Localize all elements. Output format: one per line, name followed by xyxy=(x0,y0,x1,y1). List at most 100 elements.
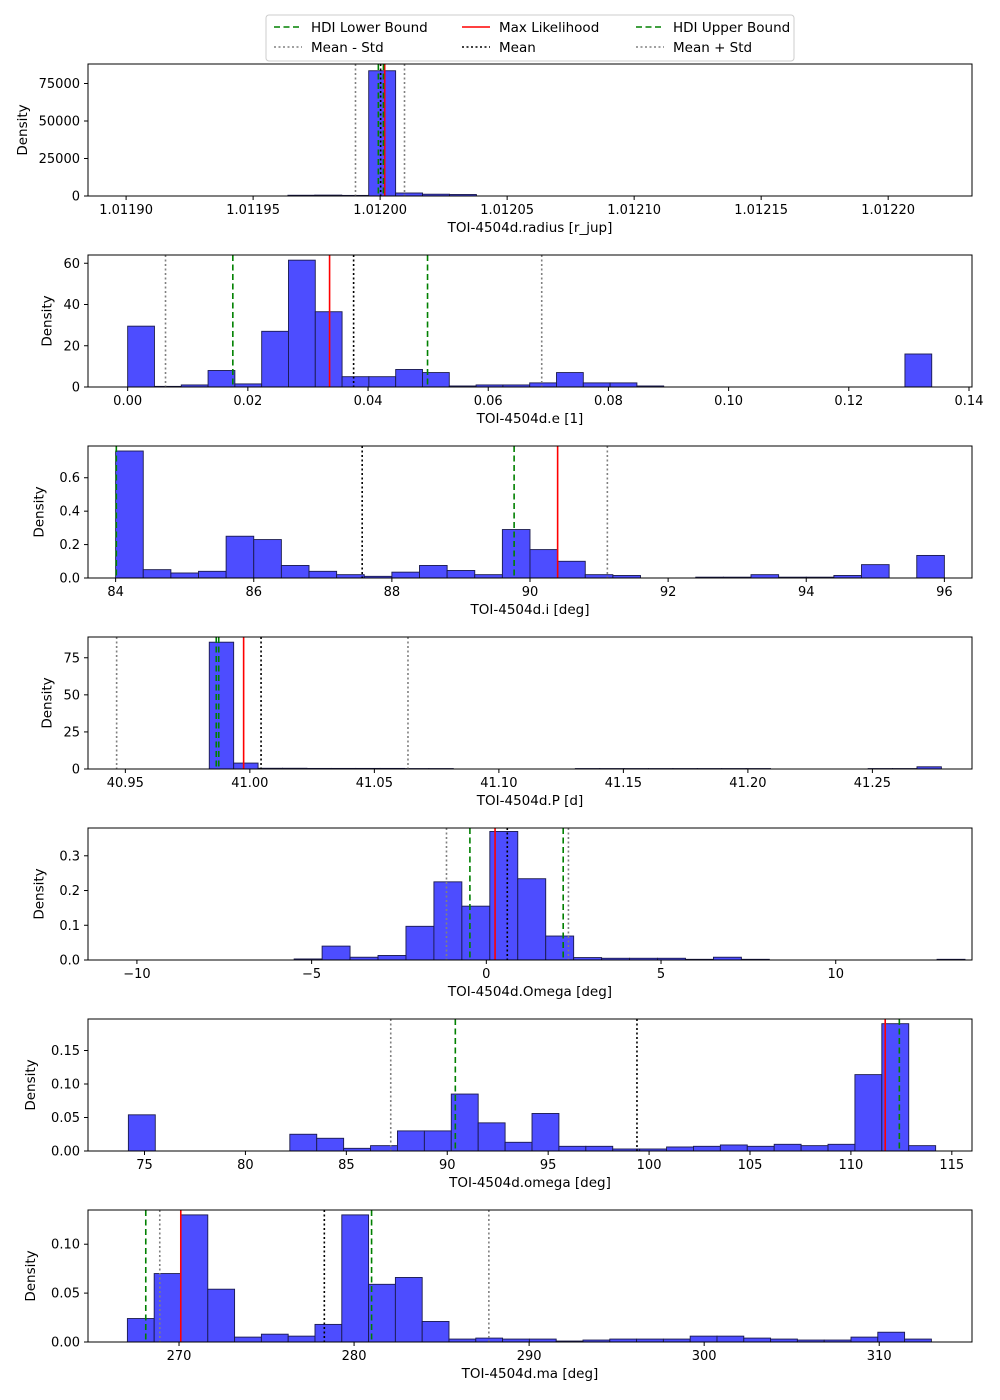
histogram-bar xyxy=(394,1277,423,1343)
legend-frame xyxy=(265,14,795,62)
x-tick-label: 84 xyxy=(107,585,124,600)
x-tick-label: 0.02 xyxy=(233,394,262,409)
histogram-bar xyxy=(773,1143,802,1152)
x-tick-label: 41.10 xyxy=(480,776,517,791)
x-tick-label: 110 xyxy=(838,1158,863,1173)
histogram-bar xyxy=(397,1130,425,1152)
legend: HDI Lower Bound Mean - Std Max Likelihood M… xyxy=(265,14,795,62)
histogram-panel-6: 75 80 85 90 95 100 105 110 115 0.00 0.05 0.10 0.15 TO… xyxy=(23,1018,973,1191)
x-tick-label: 10 xyxy=(827,967,844,982)
y-axis-label: Density xyxy=(15,104,31,155)
y-tick-label: 0.3 xyxy=(59,849,80,864)
x-tick-label: 96 xyxy=(936,585,953,600)
x-tick-label: 0.08 xyxy=(594,394,623,409)
histogram-bar xyxy=(288,259,316,388)
legend-label-3: Mean xyxy=(499,40,536,56)
histogram-bar xyxy=(233,762,259,770)
histogram-bar xyxy=(609,382,638,388)
axes-frame xyxy=(87,1209,973,1343)
x-tick-label: 1.01220 xyxy=(861,203,915,218)
histogram-bar xyxy=(693,1145,721,1152)
y-tick-label: 25000 xyxy=(39,152,80,167)
x-axis-label: TOI-4504d.Omega [deg] xyxy=(447,984,612,1000)
histogram-bar xyxy=(854,1074,883,1152)
histogram-bar xyxy=(433,881,463,961)
histogram-bar xyxy=(501,529,531,579)
histogram-bar xyxy=(908,1145,937,1152)
histogram-bar xyxy=(423,1130,452,1152)
x-tick-label: 88 xyxy=(384,585,401,600)
histogram-bar xyxy=(743,1337,772,1343)
x-tick-label: −5 xyxy=(302,967,321,982)
histogram-panels: 1.01190 1.01195 1.01200 1.01205 1.01210 1.012… xyxy=(15,63,984,1382)
histogram-bar xyxy=(529,549,559,579)
histogram-bar xyxy=(405,925,435,961)
histogram-bar xyxy=(316,1137,345,1152)
x-axis-label: TOI-4504d.ma [deg] xyxy=(461,1366,599,1382)
histogram-bar xyxy=(225,535,255,579)
x-tick-label: 94 xyxy=(798,585,815,600)
y-axis-label: Density xyxy=(31,868,47,919)
histogram-bar xyxy=(234,1336,262,1343)
histogram-bar xyxy=(421,1321,450,1343)
histogram-bar xyxy=(314,1323,343,1343)
y-tick-label: 0.10 xyxy=(51,1238,80,1253)
histogram-bar xyxy=(877,1331,906,1343)
histogram-bar xyxy=(253,539,282,579)
y-axis-label: Density xyxy=(23,1250,39,1301)
x-tick-label: 80 xyxy=(237,1158,254,1173)
histogram-bar xyxy=(446,570,476,579)
x-tick-label: 75 xyxy=(136,1158,153,1173)
y-tick-label: 20 xyxy=(63,339,80,354)
y-tick-label: 0.00 xyxy=(51,1336,80,1351)
bars xyxy=(293,831,966,961)
axes-frame xyxy=(87,827,973,961)
axes-frame xyxy=(87,254,973,388)
histogram-bar xyxy=(153,1273,182,1343)
histogram-bar xyxy=(489,831,519,961)
axes-frame xyxy=(87,1018,973,1152)
histogram-bar xyxy=(368,70,397,197)
bars xyxy=(208,641,942,770)
x-tick-label: 41.20 xyxy=(729,776,766,791)
x-tick-label: 0 xyxy=(482,967,490,982)
x-tick-label: −10 xyxy=(123,967,150,982)
histogram-bar xyxy=(750,574,780,579)
histogram-bar xyxy=(450,1093,479,1152)
histogram-bar xyxy=(666,1146,694,1152)
histogram-bar xyxy=(800,1145,829,1152)
histogram-panel-1: 1.01190 1.01195 1.01200 1.01205 1.01210 1.012… xyxy=(15,63,973,236)
x-tick-label: 85 xyxy=(338,1158,355,1173)
x-axis-label: TOI-4504d.i [deg] xyxy=(470,602,590,618)
x-axis-label: TOI-4504d.e [1] xyxy=(476,411,584,427)
histogram-bar xyxy=(370,1145,398,1152)
histogram-bar xyxy=(689,1335,718,1343)
histogram-bar xyxy=(545,935,575,961)
x-tick-label: 115 xyxy=(939,1158,964,1173)
histogram-bar xyxy=(419,565,448,579)
x-tick-label: 310 xyxy=(867,1349,892,1364)
x-tick-label: 1.01205 xyxy=(480,203,534,218)
histogram-bar xyxy=(260,1333,289,1343)
y-tick-label: 25 xyxy=(63,725,80,740)
histogram-bar xyxy=(341,1214,370,1343)
histogram-bar xyxy=(180,1214,209,1343)
x-tick-label: 300 xyxy=(692,1349,717,1364)
y-axis-label: Density xyxy=(40,677,56,728)
axes-frame xyxy=(87,636,973,770)
y-tick-label: 0.15 xyxy=(51,1044,80,1059)
histogram-bar xyxy=(198,570,227,579)
y-tick-label: 0.4 xyxy=(59,505,80,520)
histogram-bar xyxy=(556,372,584,388)
y-tick-label: 0 xyxy=(72,190,80,205)
histogram-bar xyxy=(557,560,586,579)
histogram-bar xyxy=(127,1114,156,1152)
histogram-bar xyxy=(287,1335,316,1343)
bars xyxy=(127,1023,937,1152)
histogram-bar xyxy=(126,1318,155,1343)
x-tick-label: 41.25 xyxy=(854,776,891,791)
x-tick-label: 0.14 xyxy=(955,394,984,409)
x-tick-label: 95 xyxy=(540,1158,557,1173)
histogram-bar xyxy=(321,945,351,961)
bars xyxy=(127,259,933,388)
